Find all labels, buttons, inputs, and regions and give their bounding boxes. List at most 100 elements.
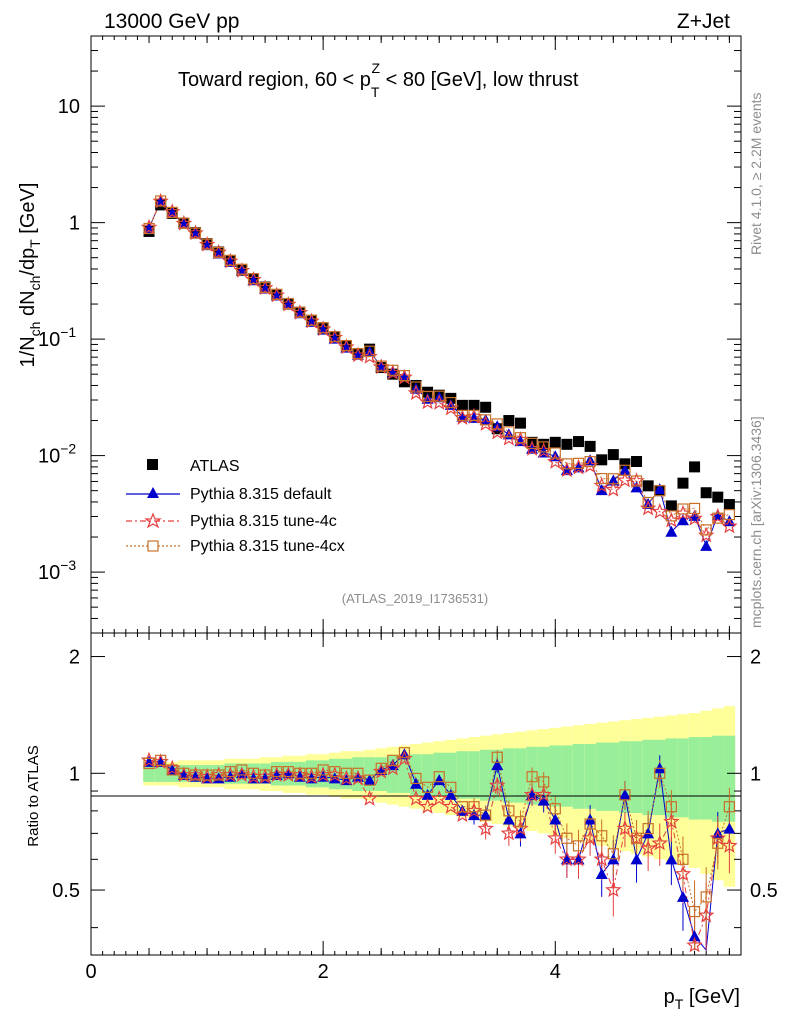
main-point-4cx [340, 339, 352, 352]
ratio-band-inner [154, 765, 167, 782]
main-point-4cx [480, 414, 492, 426]
ratio-point-4c [593, 850, 610, 867]
ratio-point-4c [361, 790, 378, 806]
ratio-point-4cx [340, 767, 352, 779]
main-point-default [676, 514, 689, 526]
analysis-tag: (ATLAS_2019_I1736531) [342, 591, 488, 606]
main-point-4c [547, 453, 564, 469]
ratio-band-inner [711, 735, 724, 822]
main-point-4cx [665, 510, 677, 522]
ratio-point-4cx [514, 816, 527, 828]
ratio-y-tick-label-right: 1 [750, 763, 761, 785]
ratio-point-4cx [375, 762, 387, 774]
header-left: 13000 GeV pp [104, 10, 239, 33]
y-axis-label-main: 1/Nch dNch/dpT [GeV] [17, 183, 43, 368]
ratio-point-4c [581, 829, 599, 846]
ratio-point-4cx [352, 767, 364, 779]
ratio-point-default [189, 770, 202, 782]
legend-label-4c: Pythia 8.315 tune-4c [190, 513, 337, 530]
ratio-point-4cx [398, 747, 410, 759]
main-point-4cx [445, 396, 457, 409]
main-series [140, 192, 738, 551]
main-point-4cx [398, 370, 410, 382]
ratio-y-tick-label-right: 0.5 [750, 880, 778, 902]
ratio-band-inner [572, 743, 585, 809]
main-point-4c [605, 481, 622, 497]
ratio-band-inner [514, 748, 527, 803]
atlas-point [480, 401, 492, 413]
main-point-4cx [329, 331, 341, 343]
ratio-point-4c [651, 834, 669, 851]
ratio-point-4c [488, 776, 506, 793]
ratio-point-4cx [178, 767, 190, 779]
ratio-point-4c [616, 819, 634, 836]
main-point-4cx [433, 390, 445, 402]
x-axis-label: pT [GeV] [664, 986, 740, 1012]
main-point-4cx [619, 464, 631, 476]
atlas-point [631, 455, 643, 467]
ratio-point-default [340, 774, 353, 786]
ratio-point-4c [663, 813, 680, 829]
ratio-point-4c [721, 837, 738, 853]
ratio-point-default [595, 867, 608, 879]
main-point-4cx [224, 254, 236, 266]
legend-label-atlas: ATLAS [190, 458, 240, 475]
main-point-4cx [584, 456, 596, 468]
ratio-point-default [143, 755, 156, 767]
ratio-band-inner [421, 754, 434, 795]
ratio-point-4cx [607, 848, 619, 860]
ratio-band-inner [619, 741, 631, 813]
main-point-4cx [282, 297, 294, 310]
ratio-point-4cx [247, 767, 260, 779]
atlas-point [619, 458, 631, 470]
main-point-4cx [155, 195, 167, 207]
ratio-point-4c [605, 881, 622, 898]
ratio-band-inner [688, 737, 701, 820]
ratio-point-4cx [561, 832, 573, 844]
main-point-4cx [363, 345, 376, 357]
main-point-default [607, 474, 620, 486]
x-tick-label: 2 [318, 961, 329, 983]
ratio-band-inner [584, 743, 596, 809]
ratio-band-inner [642, 739, 654, 816]
atlas-point [456, 399, 468, 411]
atlas-point [723, 499, 735, 511]
ratio-point-default [421, 788, 434, 800]
ratio-point-4cx [259, 769, 271, 781]
ratio-point-default [166, 763, 179, 775]
y-axis-label-ratio: Ratio to ATLAS [25, 745, 42, 846]
ratio-point-4cx [480, 809, 492, 821]
ratio-point-default [293, 770, 306, 782]
ratio-point-default [386, 759, 399, 771]
main-frame [90, 35, 742, 634]
ratio-point-4c [384, 759, 402, 776]
ratio-point-4c [477, 819, 494, 836]
legend-label-4cx: Pythia 8.315 tune-4cx [190, 538, 345, 555]
y-tick-label: 10−1 [38, 324, 76, 351]
main-point-4cx [491, 418, 503, 430]
main-point-4cx [700, 524, 712, 536]
ratio-point-4cx [700, 891, 712, 903]
main-point-4cx [549, 447, 561, 459]
ratio-point-default [688, 930, 701, 942]
ratio-point-4cx [189, 769, 202, 781]
ratio-point-default [317, 770, 330, 782]
main-point-4cx [271, 288, 283, 300]
ratio-point-4cx [538, 776, 550, 788]
ratio-point-default [549, 813, 562, 825]
ratio-point-4cx [491, 751, 503, 763]
main-point-4cx [422, 390, 434, 403]
ratio-band-inner [468, 751, 480, 799]
ratio-point-4cx [271, 766, 283, 778]
main-point-4cx [723, 508, 735, 521]
legend-marker-4c [144, 512, 162, 529]
ratio-point-4cx [526, 771, 538, 783]
main-point-4cx [143, 222, 155, 235]
main-point-4c [489, 423, 506, 440]
main-point-4cx [607, 473, 619, 485]
ratio-band-inner [143, 765, 155, 782]
main-point-default [700, 539, 713, 551]
atlas-point [503, 415, 515, 427]
main-point-4cx [259, 281, 271, 294]
ratio-point-default [676, 890, 689, 902]
